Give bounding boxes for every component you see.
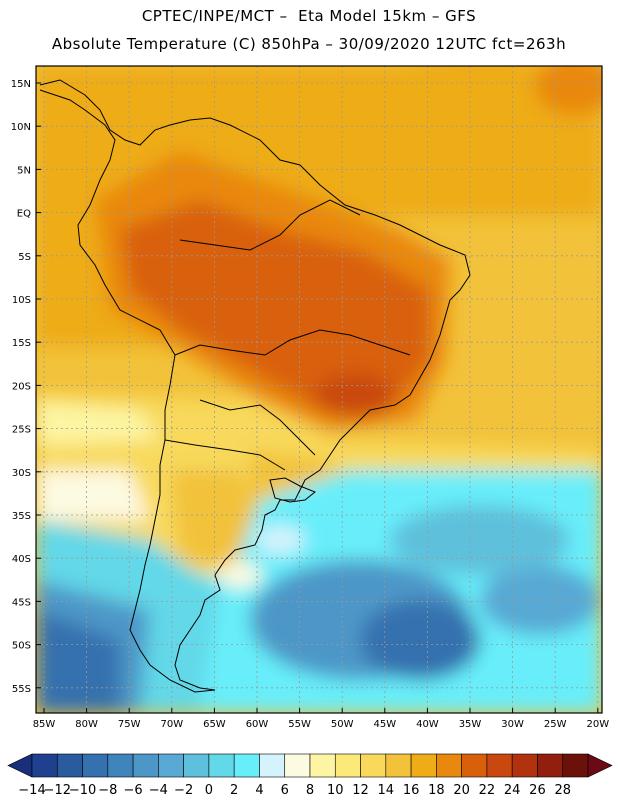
lon-label: 45W [373, 719, 396, 730]
chart-subtitle: Absolute Temperature (C) 850hPa – 30/09/… [51, 35, 567, 53]
map-frame [35, 65, 603, 714]
colorbar-arrow-high [587, 753, 613, 778]
colorbar-label: −14 [18, 783, 45, 798]
colorbar-label: 14 [378, 783, 395, 798]
lat-label: 15S [12, 338, 31, 349]
colorbar-segment [158, 753, 184, 778]
lon-label: 35W [459, 719, 482, 730]
colorbar-label: 28 [554, 783, 571, 798]
lon-label: 40W [416, 719, 439, 730]
colorbar-segment [309, 753, 336, 778]
lon-label: 70W [160, 719, 183, 730]
colorbar-segment [410, 753, 437, 778]
lat-label: 10S [12, 295, 31, 306]
lat-label: 35S [12, 511, 31, 522]
lon-label: 75W [118, 719, 141, 730]
colorbar-label: 10 [327, 783, 344, 798]
lat-label: 15N [11, 79, 31, 90]
colorbar-segment [56, 753, 83, 778]
colorbar-segment [107, 753, 134, 778]
colorbar-label: 18 [428, 783, 445, 798]
colorbar-segment [537, 753, 564, 778]
lon-label: 85W [33, 719, 56, 730]
grid-lines [36, 66, 602, 713]
lat-label: 5N [17, 165, 31, 176]
colorbar-label: 4 [255, 783, 263, 798]
colorbar-segment [183, 753, 210, 778]
colorbar-label: 0 [205, 783, 213, 798]
colorbar-arrow-low [7, 753, 33, 778]
colorbar-label: −2 [174, 783, 193, 798]
lon-label: 30W [501, 719, 524, 730]
colorbar-label: 22 [479, 783, 496, 798]
temperature-field [36, 66, 602, 713]
lon-label: 65W [203, 719, 226, 730]
lat-label: 20S [12, 381, 31, 392]
colorbar-label: 26 [529, 783, 546, 798]
colorbar-segment [31, 753, 58, 778]
colorbar-segment [360, 753, 387, 778]
lon-label: 80W [75, 719, 98, 730]
lon-label: 60W [246, 719, 269, 730]
lat-label: 45S [12, 597, 31, 608]
colorbar-label: −6 [124, 783, 143, 798]
lon-label: 55W [288, 719, 311, 730]
lat-label: 50S [12, 641, 31, 652]
colorbar-segment [259, 753, 286, 778]
lat-label: 25S [12, 425, 31, 436]
colorbar-segment [486, 753, 513, 778]
colorbar-segment [284, 753, 311, 778]
lon-label: 25W [544, 719, 567, 730]
colorbar-label: −8 [98, 783, 117, 798]
colorbar-segment [436, 753, 462, 778]
colorbar-segment [511, 753, 538, 778]
lat-label: 5S [18, 252, 31, 263]
colorbar-segment [208, 753, 235, 778]
colorbar-label: 2 [230, 783, 238, 798]
colorbar-label: −4 [149, 783, 168, 798]
lon-label: 20W [586, 719, 609, 730]
colorbar-label: 6 [281, 783, 289, 798]
colorbar-segment [132, 753, 159, 778]
chart-title: CPTEC/INPE/MCT – Eta Model 15km – GFS [141, 7, 477, 25]
lat-label: EQ [17, 209, 31, 220]
colorbar-label: −10 [69, 783, 96, 798]
longitude-labels: 85W 80W 75W 70W 65W 60W 55W 50W 45W 40W 35W 30W 25W 2… [33, 708, 609, 730]
colorbar-label: 16 [403, 783, 420, 798]
colorbar-segment [385, 753, 412, 778]
lon-label: 50W [331, 719, 354, 730]
colorbar-segment [82, 753, 109, 778]
latitude-labels: 15N 10N 5N EQ 5S 10S 15S 20S 25S 30S 35S 40S 45S 50S 5… [11, 79, 41, 695]
colorbar-label: 20 [453, 783, 470, 798]
lat-label: 55S [12, 684, 31, 695]
lat-label: 30S [12, 468, 31, 479]
colorbar-segment [334, 753, 361, 778]
colorbar-segment [461, 753, 488, 778]
lat-label: 40S [12, 554, 31, 565]
colorbar-label: 24 [504, 783, 521, 798]
lat-label: 10N [11, 122, 31, 133]
colorbar-labels: −14−12−10 −8 −6 −4 −2 0 2 4 6 8 10 12 14 16 18 20 22 24 26… [18, 783, 571, 798]
colorbar-label: −12 [44, 783, 71, 798]
colorbar [7, 753, 613, 778]
coastlines [39, 79, 471, 693]
colorbar-segment [562, 753, 589, 778]
colorbar-label: 12 [352, 783, 369, 798]
colorbar-label: 8 [306, 783, 314, 798]
colorbar-segment [233, 753, 260, 778]
